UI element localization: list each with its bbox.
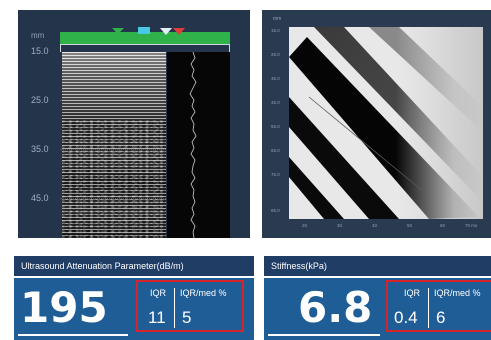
stiffness-iqr-med-value: 6: [436, 308, 446, 327]
red-marker-icon[interactable]: [173, 28, 185, 35]
green-marker-icon[interactable]: [112, 28, 124, 34]
cap-iqr-box: IQR IQR/med % 11 5: [136, 280, 244, 332]
elasto-y-tick: 45.0: [271, 100, 280, 105]
cap-value: 195: [20, 283, 108, 332]
elasto-x-tick: 60: [440, 223, 446, 228]
cap-value-underline: [18, 334, 128, 336]
mmode-bracket: [60, 44, 230, 52]
elasto-y-tick: 75.0: [271, 172, 280, 177]
cap-result-panel: 195 IQR IQR/med % 11 5: [14, 278, 254, 340]
mmode-ultrasound-image: [62, 52, 166, 238]
stiffness-value-underline: [268, 334, 380, 336]
stiffness-result-panel: 6.8 IQR IQR/med % 0.4 6: [264, 278, 491, 340]
elasto-y-tick: 55.0: [271, 124, 280, 129]
mmode-signal-column: [167, 52, 230, 238]
elasto-x-tick: 50: [407, 223, 413, 228]
mmode-depth-tick: 15.0: [31, 46, 49, 56]
elasto-y-tick: 15.0: [271, 28, 280, 33]
cyan-marker-icon[interactable]: [138, 27, 150, 34]
mmode-depth-tick: 35.0: [31, 144, 49, 154]
cap-header: Ultrasound Attenuation Parameter(dB/m): [14, 256, 254, 276]
white-marker-icon[interactable]: [160, 28, 172, 35]
stiffness-value: 6.8: [298, 283, 373, 332]
mmode-signal-trace: [189, 52, 197, 238]
cap-iqr-med-value: 5: [182, 308, 192, 327]
stiffness-header-label: Stiffness(kPa): [271, 261, 327, 271]
cap-iqr-label: IQR: [150, 288, 167, 298]
elasto-y-tick: 25.0: [271, 52, 280, 57]
elastogram-image: [289, 27, 483, 219]
elasto-unit-label: mm: [273, 16, 282, 22]
cap-iqr-value: 11: [148, 308, 166, 327]
stiffness-header: Stiffness(kPa): [264, 256, 491, 276]
elastography-panel: mm 15.0 25.0 35.0 45.0 55.0 65.0 75.0 85…: [262, 10, 491, 238]
cap-iqr-med-label: IQR/med %: [180, 288, 227, 298]
stiffness-iqr-value: 0.4: [394, 308, 418, 327]
elasto-x-tick: 70 ms: [465, 223, 478, 228]
mmode-speckle-texture: [62, 120, 166, 238]
stiffness-iqr-med-label: IQR/med %: [434, 288, 481, 298]
grid-line: [60, 198, 230, 199]
grid-line: [60, 149, 230, 150]
elasto-y-tick: 65.0: [271, 148, 280, 153]
elasto-x-tick: 40: [372, 223, 378, 228]
stiffness-iqr-separator: [428, 288, 429, 328]
mmode-depth-tick: 25.0: [31, 95, 49, 105]
elasto-y-tick: 85.0: [271, 208, 280, 213]
stiffness-iqr-label: IQR: [404, 288, 421, 298]
mmode-unit-label: mm: [31, 31, 45, 40]
mmode-depth-tick: 45.0: [31, 193, 49, 203]
cap-header-label: Ultrasound Attenuation Parameter(dB/m): [21, 261, 184, 271]
mmode-range-bar[interactable]: [60, 32, 230, 44]
grid-line: [60, 100, 230, 101]
stiffness-iqr-box: IQR IQR/med % 0.4 6: [386, 280, 491, 332]
cap-iqr-separator: [174, 288, 175, 328]
elasto-y-tick: 35.0: [271, 76, 280, 81]
elasto-x-tick: 20: [302, 223, 308, 228]
elasto-x-tick: 30: [337, 223, 343, 228]
mmode-image-panel: mm 15.0 25.0 35.0 45.0: [18, 10, 250, 238]
mmode-toolbar[interactable]: [60, 27, 230, 44]
